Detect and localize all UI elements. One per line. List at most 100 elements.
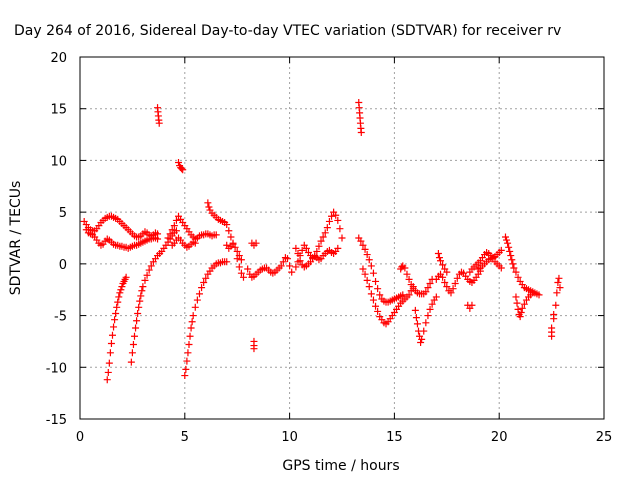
data-point xyxy=(535,291,543,299)
grid-lines xyxy=(80,57,604,419)
data-point xyxy=(111,316,119,324)
data-point xyxy=(365,256,373,264)
data-point xyxy=(229,240,237,248)
data-point xyxy=(170,222,178,230)
data-point xyxy=(548,332,556,340)
data-point xyxy=(244,265,252,273)
data-point xyxy=(202,274,210,282)
data-point xyxy=(514,273,522,281)
data-point xyxy=(506,247,514,255)
data-point xyxy=(239,273,247,281)
data-point xyxy=(103,376,111,384)
data-point xyxy=(422,319,430,327)
data-point xyxy=(175,158,183,166)
data-point xyxy=(556,284,564,292)
y-tick-label: 10 xyxy=(50,154,67,169)
data-point xyxy=(412,314,420,322)
data-point xyxy=(363,251,371,259)
data-point xyxy=(504,239,512,247)
data-point xyxy=(420,327,428,335)
chart-title: Day 264 of 2016, Sidereal Day-to-day VTE… xyxy=(14,23,561,39)
data-point xyxy=(138,287,146,295)
data-point xyxy=(183,357,191,365)
data-point xyxy=(302,244,310,252)
data-point xyxy=(227,233,235,241)
data-point xyxy=(179,166,187,174)
axis-ticks: 0 5 10 15 20 25 -15 -10 -5 0 5 10 15 20 xyxy=(46,51,613,445)
data-point xyxy=(359,241,367,249)
data-point xyxy=(139,283,147,291)
data-point xyxy=(407,281,415,289)
data-point xyxy=(155,119,163,127)
data-point xyxy=(116,289,124,297)
data-point xyxy=(503,236,511,244)
data-point xyxy=(205,203,213,211)
data-point xyxy=(468,301,476,309)
data-point xyxy=(439,261,447,269)
data-point xyxy=(132,324,140,332)
data-point xyxy=(154,235,162,243)
data-point xyxy=(422,288,430,296)
x-tick-label: 20 xyxy=(491,430,508,445)
data-point xyxy=(104,368,112,376)
data-point xyxy=(507,252,515,260)
data-point xyxy=(428,300,436,308)
data-point xyxy=(508,256,516,264)
data-point xyxy=(172,216,180,224)
data-point xyxy=(112,310,120,318)
data-point xyxy=(122,273,130,281)
data-point xyxy=(128,349,136,357)
data-point xyxy=(367,290,375,298)
data-point xyxy=(200,278,208,286)
x-tick-label: 25 xyxy=(596,430,613,445)
data-point xyxy=(191,303,199,311)
x-tick-label: 0 xyxy=(76,430,84,445)
data-point xyxy=(279,258,287,266)
data-point xyxy=(188,318,196,326)
data-point xyxy=(137,292,145,300)
y-tick-label: -10 xyxy=(46,361,67,376)
data-point xyxy=(439,273,447,281)
data-point xyxy=(141,276,149,284)
data-point xyxy=(441,278,449,286)
data-point xyxy=(529,289,537,297)
data-point xyxy=(212,231,220,239)
data-point xyxy=(424,312,432,320)
data-point xyxy=(367,262,375,270)
data-point xyxy=(553,289,561,297)
data-point xyxy=(317,237,325,245)
data-point xyxy=(296,257,304,265)
data-point xyxy=(252,239,260,247)
data-point xyxy=(129,341,137,349)
data-point xyxy=(513,299,521,307)
data-point xyxy=(323,224,331,232)
data-point xyxy=(292,263,300,271)
data-point xyxy=(288,268,296,276)
data-point xyxy=(134,310,142,318)
data-point xyxy=(235,263,243,271)
data-point xyxy=(359,265,367,273)
data-point xyxy=(136,297,144,305)
data-point xyxy=(417,338,425,346)
data-point xyxy=(449,285,457,293)
data-point xyxy=(321,229,329,237)
data-point xyxy=(298,246,306,254)
data-point xyxy=(178,165,186,173)
data-point xyxy=(135,303,143,311)
data-point xyxy=(313,247,321,255)
data-point xyxy=(405,291,413,299)
data-point xyxy=(182,365,190,373)
data-point xyxy=(514,305,522,313)
data-point xyxy=(147,262,155,270)
data-point xyxy=(517,308,525,316)
data-point xyxy=(223,258,231,266)
data-point xyxy=(447,289,455,297)
data-point xyxy=(114,298,122,306)
data-point xyxy=(509,260,517,268)
data-point xyxy=(237,256,245,264)
data-point xyxy=(223,221,231,229)
data-point xyxy=(110,323,118,331)
y-tick-label: 15 xyxy=(50,103,67,118)
data-point xyxy=(497,264,505,272)
